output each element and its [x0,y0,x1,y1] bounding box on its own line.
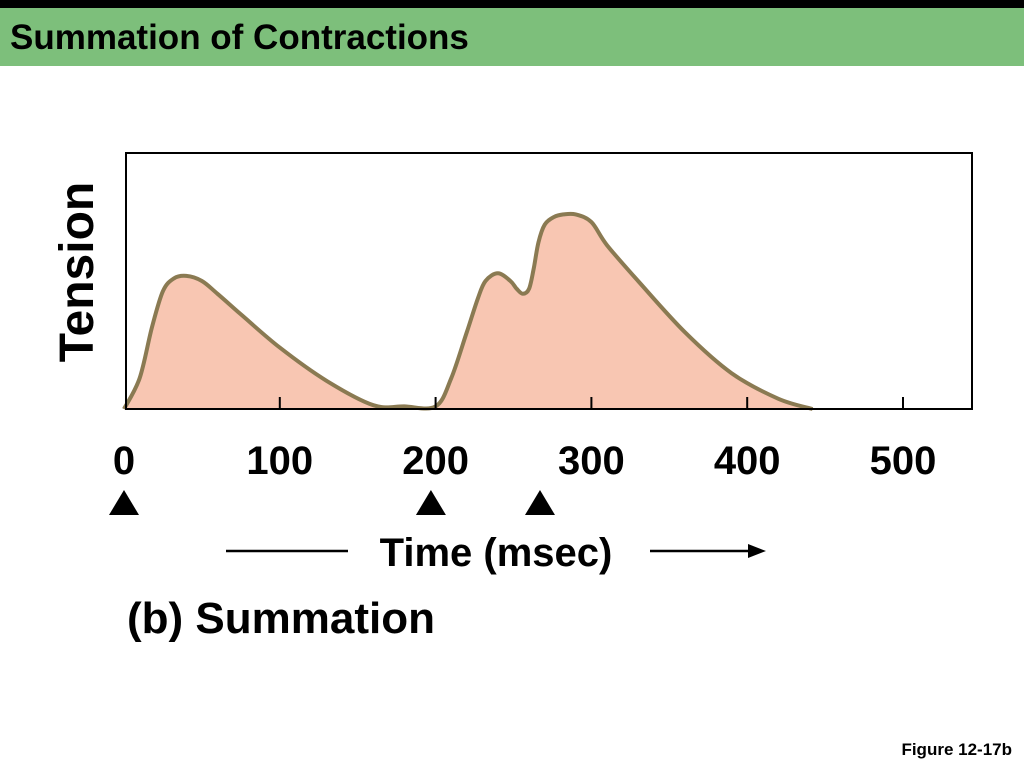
stimulus-markers [109,490,555,515]
x-tick-label: 100 [246,439,313,483]
figure-reference: Figure 12-17b [901,740,1012,759]
arrow-right-icon [748,544,766,558]
x-tick-label: 400 [714,439,781,483]
chart-title: (b) Summation [127,594,435,643]
x-tick-label: 300 [558,439,625,483]
x-tick-label: 200 [402,439,469,483]
top-black-bar [0,0,1024,8]
stimulus-triangle-icon [109,490,139,515]
tension-curve-0 [122,211,814,411]
x-axis-label: Time (msec) [380,531,613,575]
stimulus-triangle-icon [524,490,555,515]
plot-frame [125,152,973,410]
x-tick-label: 0 [113,439,135,483]
tension-area-0 [124,213,813,409]
title-bar: Summation of Contractions [0,8,1024,66]
y-axis-label: Tension [51,182,104,362]
plot-area [122,211,814,411]
stimulus-triangle-icon [415,490,446,515]
x-axis-ticks: 0 100 200 300 400 500 [113,397,937,483]
slide-title: Summation of Contractions [10,18,469,57]
x-tick-label: 500 [870,439,937,483]
